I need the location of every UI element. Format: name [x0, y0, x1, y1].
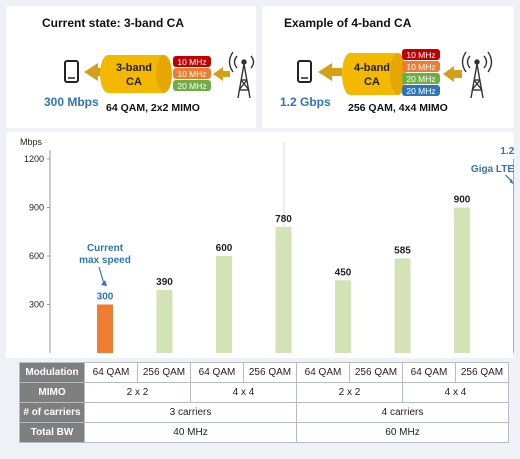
mimo-cell: 2 x 2	[84, 382, 191, 403]
ca-label-line2: CA	[126, 76, 142, 88]
smartphone-icon	[64, 60, 79, 83]
current-state-panel: 3-band CA 10 MHz 10 MHz 20 MHz	[6, 6, 256, 128]
modulation-cell: 64 QAM	[190, 362, 244, 383]
annotation-label: Current	[87, 243, 124, 254]
bar-value-label: 600	[216, 243, 233, 254]
band-tag-1-label: 10 MHz	[177, 57, 206, 67]
y-tick-label: 1200	[24, 154, 44, 164]
bar-value-label: 780	[275, 214, 292, 225]
bandwidth-cell: 40 MHz	[84, 422, 297, 443]
band-tag-3-label: 20 MHz	[406, 74, 435, 84]
bar-value-label: 900	[454, 195, 471, 206]
modulation-cell: 64 QAM	[84, 362, 138, 383]
band-tag-2-label: 10 MHz	[177, 69, 206, 79]
bar	[335, 280, 351, 353]
bandwidth-cell: 60 MHz	[296, 422, 509, 443]
configuration-table: Modulation 64 QAM 256 QAM 64 QAM 256 QAM…	[19, 362, 509, 443]
bar	[454, 207, 470, 353]
modulation-row: Modulation 64 QAM 256 QAM 64 QAM 256 QAM…	[19, 362, 509, 383]
band-tag-1	[402, 49, 440, 60]
speed-chart-panel: Mbps 300 600 900 1200 300 390 600 780 450 585 900 1…	[6, 132, 514, 358]
band-tag-3	[402, 73, 440, 84]
ca-label-line1: 4-band	[354, 62, 390, 74]
bar	[216, 256, 232, 353]
bar-value-label: 585	[394, 245, 411, 256]
band-tag-4	[402, 85, 440, 96]
bar	[275, 226, 292, 353]
modulation-cell: 64 QAM	[402, 362, 456, 383]
smartphone-icon	[297, 60, 312, 83]
modulation-cell: 256 QAM	[137, 362, 191, 383]
bar	[394, 258, 411, 353]
annotation-label: max speed	[79, 255, 131, 266]
current-state-title: Current state: 3-band CA	[42, 16, 185, 30]
cell-tower-icon	[228, 51, 255, 99]
ca-label-line2: CA	[364, 76, 380, 88]
band-tag-3-label: 20 MHz	[177, 81, 206, 91]
annotation-label: Giga LTE	[471, 164, 514, 175]
band-tag-1	[173, 56, 211, 67]
four-band-speed-label: 1.2 Gbps	[280, 95, 331, 109]
mimo-row-header: MIMO	[19, 382, 85, 403]
arrow-from-tower-icon	[213, 67, 230, 81]
bar	[513, 159, 514, 353]
current-state-diagram: 3-band CA 10 MHz 10 MHz 20 MHz	[64, 51, 255, 99]
y-tick-label: 300	[29, 300, 44, 310]
current-speed-label: 300 Mbps	[44, 95, 99, 109]
carriers-cell: 4 carriers	[296, 402, 509, 423]
ca-cylinder-icon	[100, 55, 172, 93]
four-band-spec-label: 256 QAM, 4x4 MIMO	[348, 102, 448, 114]
modulation-cell: 256 QAM	[349, 362, 403, 383]
band-tag-2	[402, 61, 440, 72]
mimo-row: MIMO 2 x 2 4 x 4 2 x 2 4 x 4	[19, 382, 509, 403]
bar-value-label: 390	[156, 277, 173, 288]
y-axis-label: Mbps	[20, 137, 43, 147]
mimo-cell: 2 x 2	[296, 382, 403, 403]
bar-value-label: 1.2 Gbps	[500, 146, 514, 157]
bandwidth-row-header: Total BW	[19, 422, 85, 443]
bar	[97, 304, 113, 353]
four-band-example-panel: 4-band CA 10 MHz 10 MHz 20 MHz 20 MHz	[262, 6, 514, 128]
band-tag-3	[173, 80, 211, 91]
four-band-title: Example of 4-band CA	[284, 16, 412, 30]
modulation-cell: 256 QAM	[455, 362, 509, 383]
arrow-to-phone-icon	[318, 63, 342, 81]
band-tag-2-label: 10 MHz	[406, 62, 435, 72]
band-tag-1-label: 10 MHz	[406, 50, 435, 60]
bar-value-label: 450	[335, 267, 352, 278]
modulation-cell: 64 QAM	[296, 362, 350, 383]
speed-bar-chart: Mbps 300 600 900 1200 300 390 600 780 450 585 900 1…	[20, 137, 514, 353]
y-tick-label: 900	[29, 203, 44, 213]
modulation-cell: 256 QAM	[243, 362, 297, 383]
carriers-cell: 3 carriers	[84, 402, 297, 423]
carriers-row: # of carriers 3 carriers 4 carriers	[19, 402, 509, 423]
y-tick-label: 600	[29, 251, 44, 261]
arrow-to-phone-icon	[84, 63, 108, 81]
annotation-arrowhead	[101, 280, 107, 286]
ca-label-line1: 3-band	[116, 62, 152, 74]
arrow-from-tower-icon	[443, 66, 462, 82]
four-band-diagram: 4-band CA 10 MHz 10 MHz 20 MHz 20 MHz	[297, 49, 493, 99]
ca-cylinder-icon	[342, 53, 406, 95]
annotation-arrow	[98, 266, 105, 285]
mimo-cell: 4 x 4	[402, 382, 509, 403]
annotation-arrowhead	[509, 179, 514, 184]
mimo-cell: 4 x 4	[190, 382, 297, 403]
band-tag-2	[173, 68, 211, 79]
cell-tower-icon	[461, 51, 493, 99]
bandwidth-row: Total BW 40 MHz 60 MHz	[19, 422, 509, 443]
modulation-row-header: Modulation	[19, 362, 85, 383]
carriers-row-header: # of carriers	[19, 402, 85, 423]
bar	[156, 289, 173, 353]
band-tag-4-label: 20 MHz	[406, 86, 435, 96]
current-spec-label: 64 QAM, 2x2 MIMO	[106, 102, 200, 114]
bar-value-label: 300	[97, 292, 114, 303]
